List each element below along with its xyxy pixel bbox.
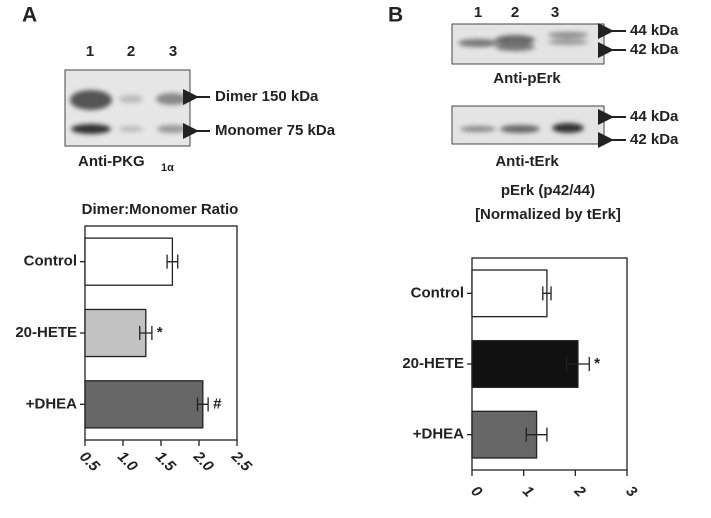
annotation: *	[594, 355, 600, 372]
category-label: Control	[411, 284, 464, 301]
error-bar	[166, 254, 179, 269]
blot	[451, 105, 605, 145]
antibody-label: Anti-pErk	[493, 70, 561, 87]
blot	[64, 69, 191, 147]
x-tick-label: 2.0	[189, 448, 217, 476]
x-tick-label: 3	[622, 483, 640, 501]
panel-label: B	[388, 4, 403, 27]
blot	[451, 23, 605, 65]
antibody-label: Anti-PKG	[78, 153, 145, 170]
bar	[84, 308, 147, 358]
x-tick-label: 2.5	[227, 448, 255, 476]
error-bar	[196, 397, 209, 412]
x-tick-label: 0	[467, 483, 485, 501]
x-tick-label: 0.5	[76, 448, 103, 475]
error-bar	[565, 357, 590, 371]
chart-title: pErk (p42/44)	[501, 182, 595, 199]
bar	[84, 380, 204, 429]
x-tick-label: 2	[570, 482, 589, 501]
category-label: +DHEA	[26, 395, 77, 412]
annotation: #	[213, 395, 222, 412]
error-bar	[525, 427, 548, 442]
band-label: Dimer 150 kDa	[215, 88, 319, 105]
bar	[84, 237, 174, 286]
band-label: Monomer 75 kDa	[215, 122, 336, 139]
category-label: Control	[24, 253, 77, 270]
band-label: 42 kDa	[630, 41, 679, 58]
lane-label: 1	[86, 43, 94, 60]
lane-label: 2	[511, 4, 519, 21]
category-label: +DHEA	[413, 426, 464, 443]
antibody-label: Anti-tErk	[495, 153, 559, 170]
chart-title: Dimer:Monomer Ratio	[82, 201, 239, 218]
error-bar	[139, 326, 153, 340]
lane-label: 3	[551, 4, 559, 21]
panel-label: A	[22, 4, 37, 27]
x-tick-label: 1	[519, 483, 537, 501]
x-tick-label: 1.5	[152, 448, 179, 475]
lane-label: 3	[169, 43, 177, 60]
bar	[471, 340, 579, 388]
category-label: 20-HETE	[402, 355, 464, 372]
bar	[471, 269, 548, 318]
x-tick-label: 1.0	[114, 448, 141, 475]
lane-label: 2	[127, 43, 135, 60]
antibody-subscript: 1α	[161, 162, 174, 174]
band-label: 44 kDa	[630, 108, 679, 125]
band-label: 42 kDa	[630, 131, 679, 148]
error-bar	[542, 286, 552, 301]
lane-label: 1	[474, 4, 482, 21]
annotation: *	[157, 324, 163, 341]
band-label: 44 kDa	[630, 22, 679, 39]
chart-title: [Normalized by tErk]	[475, 206, 621, 223]
category-label: 20-HETE	[15, 324, 77, 341]
